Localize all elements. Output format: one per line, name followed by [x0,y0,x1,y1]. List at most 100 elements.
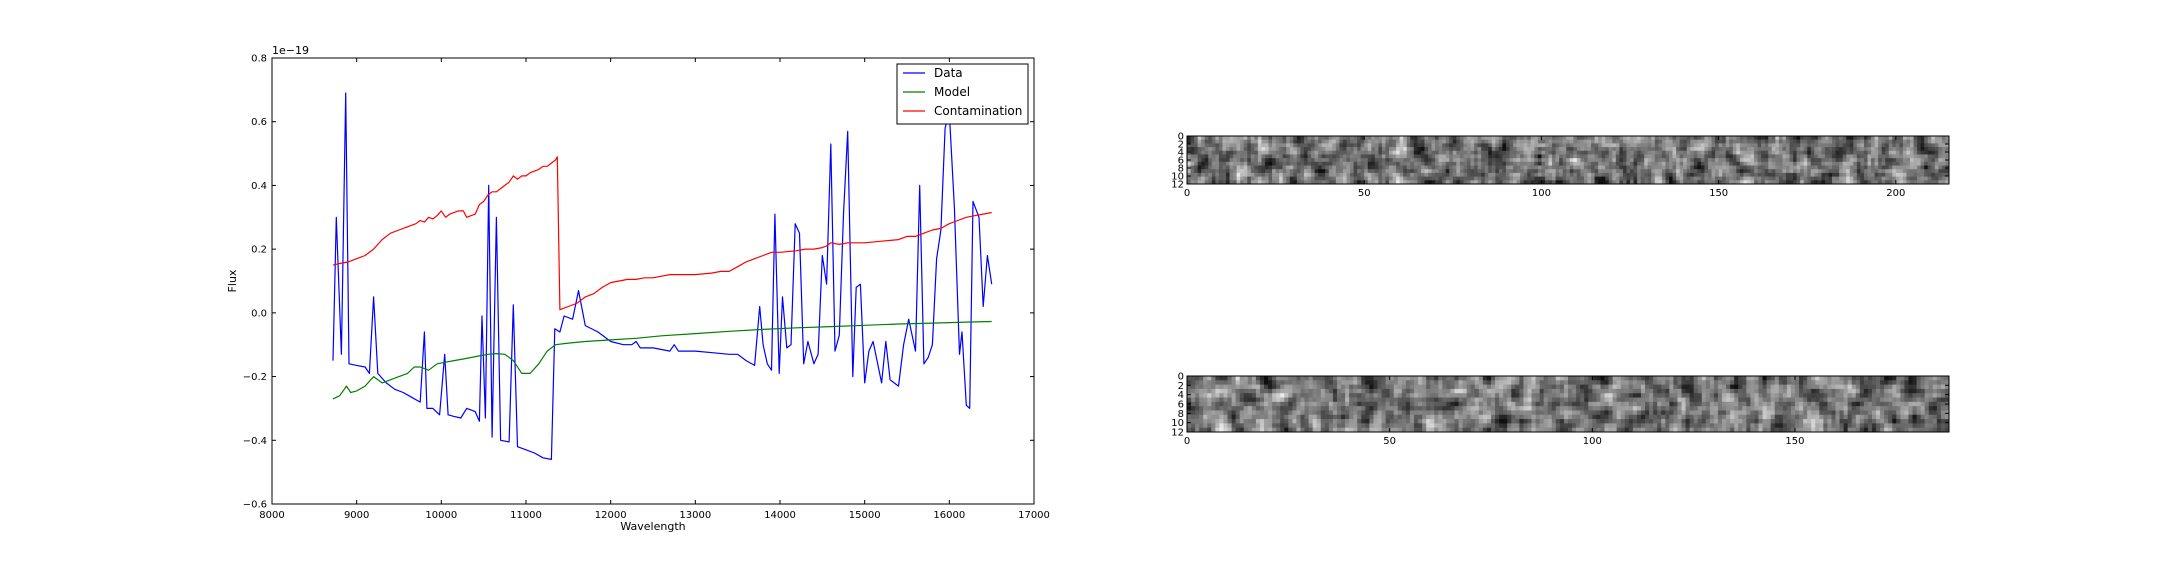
image-pixel [1856,176,1861,181]
image-pixel [1713,410,1719,416]
image-pixel [1484,176,1489,181]
image-pixel [1709,384,1715,390]
image-pixel [1867,158,1872,163]
image-pixel [1690,180,1695,184]
image-pixel [1896,376,1901,381]
image-pixel [1332,143,1337,148]
image-pixel [1736,158,1741,163]
image-pixel [1507,388,1512,394]
image-pixel [1410,161,1415,167]
image-pixel [1559,406,1565,412]
image-pixel [1204,176,1209,181]
image-pixel [1454,419,1460,424]
image-pixel [1312,414,1318,420]
image-pixel [1194,150,1199,156]
image-pixel [1264,154,1270,159]
image-pixel [1885,150,1890,156]
image-pixel [1211,161,1216,167]
image-pixel [1399,139,1404,144]
image-pixel [1637,143,1642,148]
image-pixel [1700,172,1706,178]
x-tick-label: 11000 [510,510,542,521]
image-pixel [1746,414,1751,420]
image-pixel [1928,397,1934,403]
image-pixel [1697,176,1702,181]
image-pixel [1594,161,1599,167]
image-pixel [1750,136,1755,141]
image-pixel [1814,154,1819,159]
image-pixel [1484,143,1489,148]
image-pixel [1920,161,1925,167]
image-pixel [1215,169,1220,174]
image-pixel [1913,161,1918,167]
image-pixel [1673,401,1679,407]
image-pixel [1555,143,1560,148]
image-pixel [1349,401,1354,407]
image-pixel [1718,147,1723,152]
image-pixel [1936,384,1942,390]
image-pixel [1254,169,1259,174]
image-pixel [1367,172,1372,178]
image-pixel [1651,169,1656,174]
image-pixel [1215,161,1220,167]
image-pixel [1523,172,1528,178]
image-pixel [1199,414,1204,420]
image-pixel [1934,143,1939,148]
image-pixel [1519,406,1525,412]
image-pixel [1653,397,1658,403]
image-pixel [1378,154,1383,159]
image-pixel [1342,154,1348,159]
image-pixel [1754,410,1760,416]
image-pixel [1793,139,1798,144]
image-pixel [1637,172,1642,178]
image-pixel [1633,161,1638,167]
image-pixel [1541,172,1546,178]
image-pixel [1587,180,1592,184]
image-pixel [1665,165,1670,170]
image-pixel [1786,414,1792,420]
image-pixel [1608,154,1613,159]
image-pixel [1191,401,1196,407]
image-pixel [1519,401,1525,407]
image-pixel [1324,401,1330,407]
image-pixel [1810,139,1815,144]
image-pixel [1222,158,1227,163]
image-pixel [1940,380,1946,386]
image-pixel [1934,154,1939,159]
image-pixel [1454,380,1460,386]
y-tick-label: −0.6 [243,500,267,511]
image-pixel [1764,136,1769,141]
image-pixel [1778,384,1784,390]
image-pixel [1620,384,1626,390]
image-pixel [1231,406,1237,412]
image-pixel [1782,397,1788,403]
image-pixel [1486,380,1492,386]
image-pixel [1758,393,1764,399]
image-pixel [1817,172,1823,178]
image-pixel [1491,136,1496,141]
image-pixel [1296,176,1302,181]
image-pixel [1339,139,1344,144]
image-pixel [1381,172,1387,178]
image-pixel [1799,380,1804,386]
image-pixel [1730,380,1735,386]
image-pixel [1649,406,1654,412]
image-pixel [1693,406,1699,412]
image-pixel [1484,150,1489,156]
image-pixel [1645,406,1650,412]
image-pixel [1335,161,1340,167]
image-pixel [1860,139,1865,144]
image-pixel [1207,384,1212,390]
image-pixel [1746,150,1752,156]
image-pixel [1392,154,1397,159]
image-pixel [1195,397,1200,403]
image-pixel [1474,161,1479,167]
image-pixel [1654,158,1659,163]
image-pixel [1272,393,1277,399]
image-pixel [1924,397,1930,403]
image-pixel [1272,143,1277,148]
image-pixel [1413,380,1419,386]
image-pixel [1732,136,1737,141]
image-pixel [1722,154,1727,159]
image-pixel [1770,401,1776,407]
